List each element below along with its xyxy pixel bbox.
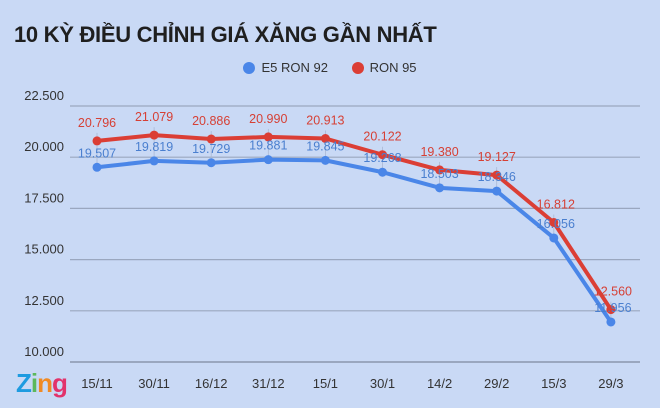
data-point xyxy=(206,134,216,144)
data-label: 20.796 xyxy=(78,116,116,130)
data-point xyxy=(378,167,387,177)
x-tick-label: 29/2 xyxy=(484,376,509,391)
y-tick-label: 15.000 xyxy=(24,242,64,257)
y-tick-label: 20.000 xyxy=(24,139,64,154)
data-point xyxy=(149,156,159,166)
data-point xyxy=(149,130,159,140)
data-label: 19.729 xyxy=(192,142,230,156)
data-label: 20.990 xyxy=(249,112,287,126)
y-tick-label: 22.500 xyxy=(24,88,64,103)
data-label: 19.819 xyxy=(135,140,173,154)
x-tick-label: 29/3 xyxy=(598,376,623,391)
data-label: 19.845 xyxy=(306,139,344,153)
data-label: 19.380 xyxy=(420,145,458,159)
x-tick-label: 31/12 xyxy=(252,376,285,391)
legend-label: E5 RON 92 xyxy=(261,60,328,75)
legend-swatch-ron95 xyxy=(351,61,364,74)
legend-swatch-e5 xyxy=(243,61,256,74)
data-point xyxy=(378,150,387,160)
data-point xyxy=(263,132,273,142)
data-point xyxy=(492,186,502,196)
data-point xyxy=(320,155,330,165)
logo-letter: g xyxy=(52,368,68,398)
data-label: 16.812 xyxy=(537,197,575,211)
data-point xyxy=(206,158,216,168)
zing-logo: Zing xyxy=(16,368,68,399)
series-line-ron95 xyxy=(96,133,613,311)
data-point xyxy=(435,165,445,175)
legend-label: RON 95 xyxy=(369,60,417,75)
data-label: 20.886 xyxy=(192,114,230,128)
data-label: 18.503 xyxy=(420,167,458,181)
data-point xyxy=(492,170,502,180)
data-point xyxy=(92,136,102,146)
data-point xyxy=(549,217,559,227)
x-tick-label: 15/11 xyxy=(81,376,113,391)
legend-item-e5: E5 RON 92 xyxy=(243,60,328,75)
data-label: 19.881 xyxy=(249,139,287,153)
data-label: 20.913 xyxy=(306,114,344,128)
x-tick-label: 15/1 xyxy=(313,376,338,391)
data-label: 19.507 xyxy=(78,146,116,160)
y-tick-label: 17.500 xyxy=(24,190,64,205)
logo-letter: n xyxy=(37,368,53,398)
x-tick-label: 16/12 xyxy=(195,376,228,391)
x-tick-label: 14/2 xyxy=(427,376,452,391)
x-tick-label: 30/1 xyxy=(370,376,395,391)
data-point xyxy=(606,317,616,327)
y-tick-label: 10.000 xyxy=(24,344,64,359)
logo-letter: Z xyxy=(16,368,32,398)
data-point xyxy=(549,233,559,243)
data-label: 12.560 xyxy=(594,285,632,299)
data-point xyxy=(320,134,330,144)
data-label: 19.127 xyxy=(478,150,516,164)
data-point xyxy=(606,305,616,315)
data-label: 11.956 xyxy=(594,301,631,315)
data-label: 21.079 xyxy=(135,110,173,124)
data-label: 18.346 xyxy=(478,170,516,184)
data-point xyxy=(263,155,273,165)
legend-item-ron95: RON 95 xyxy=(351,60,417,75)
y-tick-label: 12.500 xyxy=(24,293,64,308)
data-label: 19.268 xyxy=(363,151,401,165)
series-line-e5 xyxy=(96,157,613,324)
data-label: 16.056 xyxy=(537,217,575,231)
chart-title: 10 KỲ ĐIỀU CHỈNH GIÁ XĂNG GẦN NHẤT xyxy=(14,22,437,47)
data-point xyxy=(435,183,445,193)
data-point xyxy=(92,162,102,172)
x-tick-label: 30/11 xyxy=(138,376,170,391)
data-label: 20.122 xyxy=(363,130,401,144)
legend: E5 RON 92 RON 95 xyxy=(0,60,660,77)
logo-letter: i xyxy=(30,368,38,398)
x-tick-label: 15/3 xyxy=(541,376,566,391)
